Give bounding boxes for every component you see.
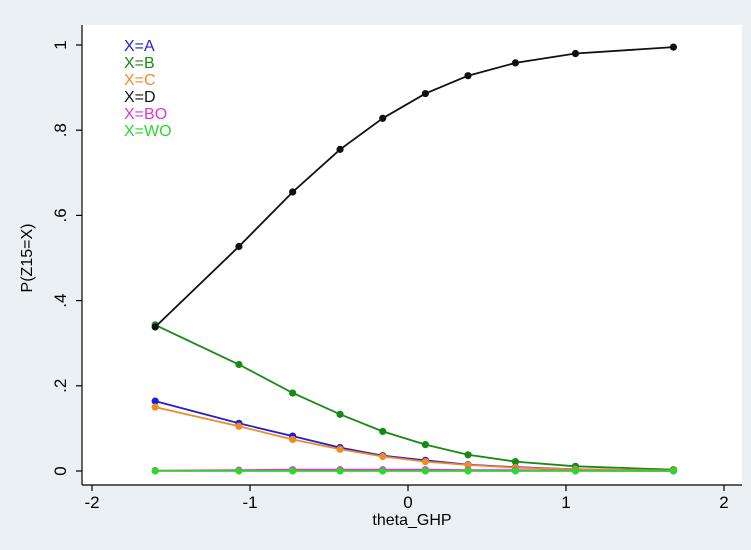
data-point-x-c [289,435,297,444]
data-point-x-d [289,188,297,196]
data-point-x-d [464,72,472,80]
data-point-x-wo [336,467,344,475]
data-point-x-wo [421,467,429,475]
legend-entry: X=WO [124,123,172,140]
data-point-x-d [669,43,678,51]
x-tick-label: -1 [242,493,257,512]
data-point-x-c [464,461,472,469]
data-point-x-c [379,452,387,461]
plot-area [82,25,742,485]
data-point-x-c [336,445,344,453]
data-point-x-wo [669,467,678,475]
y-axis-title: P(Z15=X) [19,224,36,293]
x-tick-label: 0 [403,493,412,512]
data-point-x-wo [571,467,580,475]
x-tick-label: -2 [84,493,99,512]
data-point-x-d [336,145,344,153]
data-point-x-b [235,360,243,369]
series-x-d [151,43,678,331]
data-point-x-c [235,422,243,430]
y-tick-label: .6 [51,208,70,222]
data-point-x-wo [151,467,159,475]
series-line-x-b [154,324,674,471]
x-axis-ticks: -2 -1 0 1 2 [84,485,729,512]
legend-entry: X=BO [124,106,167,123]
data-point-x-b [336,410,344,418]
y-axis-ticks: 0 .2 .4 .6 .8 1 [51,40,82,476]
data-point-x-a [151,397,159,405]
x-tick-label: 1 [561,493,570,512]
x-tick-label: 2 [719,493,728,512]
data-point-x-c [151,403,159,411]
series-x-wo [151,467,678,475]
legend-entry: X=A [124,38,155,55]
y-tick-label: .4 [51,294,70,308]
legend-entry: X=D [124,89,156,106]
data-point-x-b [379,427,387,435]
data-point-x-d [511,59,520,67]
legend-entry: X=C [124,72,156,89]
data-point-x-d [235,242,243,251]
data-point-x-b [511,458,520,466]
y-tick-label: .2 [51,379,70,393]
data-point-x-wo [379,467,387,475]
data-point-x-b [289,389,297,397]
y-tick-label: 1 [51,40,70,49]
data-point-x-wo [289,467,297,475]
data-point-x-wo [235,467,243,475]
data-point-x-wo [511,467,520,475]
series-line-x-d [154,46,674,328]
data-point-x-b [421,440,429,449]
data-point-x-b [464,451,472,459]
y-tick-label: 0 [51,466,70,475]
data-point-x-wo [464,467,472,475]
data-point-x-d [379,114,387,122]
data-point-x-d [151,323,159,331]
legend: X=AX=BX=CX=DX=BOX=WO [124,38,172,140]
data-point-x-d [421,89,429,98]
y-tick-label: .8 [51,123,70,137]
x-axis-title: theta_GHP [372,512,451,529]
series-layer [151,43,678,475]
data-point-x-c [421,458,429,466]
legend-entry: X=B [124,55,155,72]
data-point-x-d [571,49,580,58]
series-line-x-c [154,406,674,472]
